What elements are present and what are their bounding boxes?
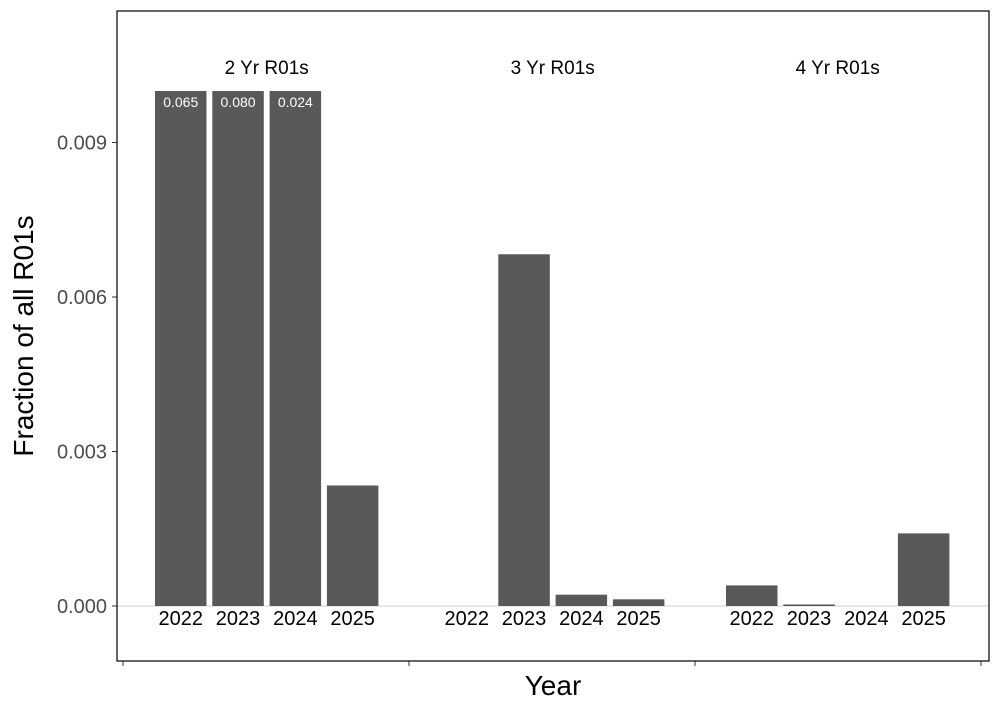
panel-border	[116, 10, 990, 662]
y-axis: 0.000 0.003 0.006 0.009	[57, 133, 117, 618]
year-label: 2022	[159, 608, 204, 630]
year-label: 2024	[559, 608, 604, 630]
group-label: 3 Yr R01s	[511, 58, 595, 79]
year-label: 2022	[445, 608, 490, 630]
year-label: 2024	[273, 608, 318, 630]
year-label: 2023	[216, 608, 261, 630]
bar-value-label: 0.024	[278, 94, 313, 110]
x-axis	[122, 661, 982, 666]
bar	[726, 585, 778, 606]
year-label: 2025	[901, 608, 946, 630]
bar	[612, 599, 665, 606]
year-label: 2024	[844, 608, 889, 630]
bar	[498, 254, 550, 606]
y-axis-title: Fraction of all R01s	[8, 215, 39, 456]
bar	[555, 594, 608, 606]
year-labels: 2022 2023 2024 2025 2022 2023 2024 2025 2022 2023…	[159, 608, 946, 630]
bar-value-labels: 0.065 0.080 0.024	[163, 94, 313, 110]
bars	[155, 91, 950, 606]
year-label: 2025	[330, 608, 375, 630]
group-labels: 2 Yr R01s 3 Yr R01s 4 Yr R01s	[225, 58, 880, 79]
year-label: 2025	[616, 608, 661, 630]
bar-value-label: 0.080	[221, 94, 256, 110]
y-tick-label: 0.009	[57, 133, 107, 155]
group-label: 4 Yr R01s	[796, 58, 880, 79]
year-label: 2023	[502, 608, 547, 630]
y-tick-label: 0.000	[57, 596, 107, 618]
year-label: 2022	[730, 608, 775, 630]
bar	[155, 91, 207, 606]
y-tick-label: 0.003	[57, 442, 107, 464]
x-axis-title: Year	[525, 670, 582, 701]
bar	[783, 604, 835, 606]
bar-value-label: 0.065	[163, 94, 198, 110]
y-tick-label: 0.006	[57, 287, 107, 309]
bar	[326, 485, 379, 606]
group-label: 2 Yr R01s	[225, 58, 309, 79]
bar	[212, 91, 264, 606]
year-label: 2023	[787, 608, 832, 630]
bar	[897, 533, 950, 606]
bar	[269, 91, 322, 606]
